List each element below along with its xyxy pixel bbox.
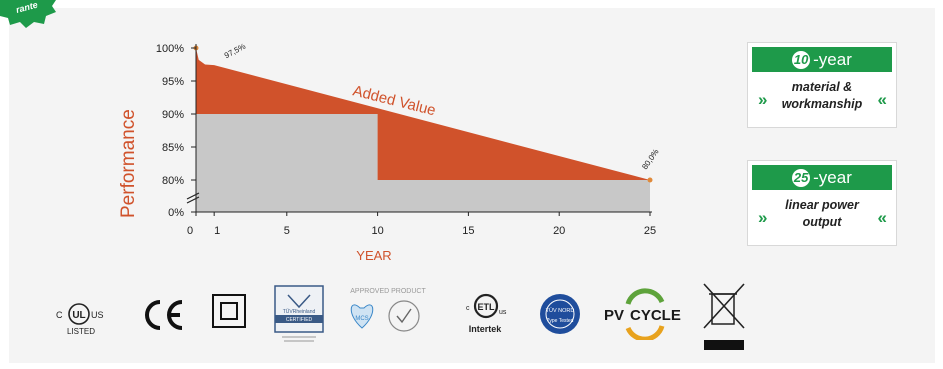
warranty-description: material & workmanship xyxy=(781,80,863,111)
axis-break-mark xyxy=(186,196,200,204)
svg-text:PV: PV xyxy=(604,307,624,324)
intertek-etl-logo: c ETL us Intertek xyxy=(466,293,507,334)
warranty-card-25yr: 25 -year » linear power output « xyxy=(747,160,897,246)
y-tick-label: 95% xyxy=(162,76,184,88)
tuv-rheinland-logo: TÜVRheinland CERTIFIED xyxy=(274,285,324,342)
svg-text:TÜV NORD: TÜV NORD xyxy=(546,307,575,314)
warranty-number: 25 xyxy=(792,168,811,187)
svg-text:us: us xyxy=(499,309,507,316)
warranty-card-10yr: 10 -year » material & workmanship « xyxy=(747,42,897,128)
svg-text:LISTED: LISTED xyxy=(67,327,95,336)
y-tick-label: 80% xyxy=(162,175,184,187)
svg-text:APPROVED PRODUCT: APPROVED PRODUCT xyxy=(350,288,426,295)
chevron-right-icon: » xyxy=(758,208,768,227)
baseline-area xyxy=(196,114,650,212)
warranty-card-header: 25 -year xyxy=(752,165,892,190)
y-tick-label: 90% xyxy=(162,109,184,121)
annotation-label: 80,0% xyxy=(640,147,660,171)
chevron-right-icon: » xyxy=(758,90,768,109)
y-tick-label: 85% xyxy=(162,142,184,154)
chart-ticks: 100%95%90%85%80%0%0 1 5 10 15 20 25 xyxy=(156,43,656,237)
warranty-unit: -year xyxy=(813,168,852,187)
x-tick-label: 1 xyxy=(214,225,220,237)
x-tick-label: 20 xyxy=(553,225,565,237)
pv-cycle-logo: PV CYCLE xyxy=(604,288,681,340)
mcs-approved-product-logo: APPROVED PRODUCT MCS xyxy=(350,288,426,332)
x-tick-label: 25 xyxy=(644,225,656,237)
svg-text:c: c xyxy=(466,305,470,312)
warranty-card-header: 10 -year xyxy=(752,47,892,72)
warranty-badge: rante xyxy=(0,0,56,28)
svg-text:Intertek: Intertek xyxy=(469,324,503,334)
chart-axes xyxy=(186,44,652,213)
svg-text:CYCLE: CYCLE xyxy=(630,307,681,324)
svg-text:US: US xyxy=(91,310,104,320)
svg-text:Type Tested: Type Tested xyxy=(547,318,574,324)
svg-text:C: C xyxy=(56,310,63,320)
ce-mark-logo xyxy=(145,300,183,330)
chevron-left-icon: « xyxy=(877,208,888,227)
x-tick-label: 5 xyxy=(284,225,290,237)
x-tick-label: 0 xyxy=(187,225,193,237)
ul-listed-logo: C UL US LISTED xyxy=(56,303,104,336)
svg-text:UL: UL xyxy=(72,310,85,321)
x-tick-label: 10 xyxy=(371,225,383,237)
annotation-label: 97,5% xyxy=(223,42,247,61)
tuv-nord-logo: TÜV NORD Type Tested xyxy=(540,294,580,334)
end-point xyxy=(647,177,653,183)
warranty-description: linear power output xyxy=(785,198,859,229)
chevron-left-icon: « xyxy=(877,90,888,109)
svg-text:ETL: ETL xyxy=(478,302,496,312)
svg-text:MCS: MCS xyxy=(355,316,368,322)
y-axis-label: Performance xyxy=(118,109,139,218)
y-tick-label: 0% xyxy=(168,207,184,219)
y-tick-label: 100% xyxy=(156,43,184,55)
warranty-unit: -year xyxy=(813,50,852,69)
chart-areas xyxy=(193,45,653,212)
axis-break-mark xyxy=(186,192,200,200)
svg-text:CERTIFIED: CERTIFIED xyxy=(286,317,313,323)
added-value-area xyxy=(196,48,650,180)
x-tick-label: 15 xyxy=(462,225,474,237)
warranty-number: 10 xyxy=(792,50,811,69)
svg-text:TÜVRheinland: TÜVRheinland xyxy=(283,308,316,315)
x-axis-label: YEAR xyxy=(356,248,391,263)
class-ii-double-insulation-icon xyxy=(212,294,246,328)
weee-crossed-bin-icon xyxy=(703,283,745,350)
